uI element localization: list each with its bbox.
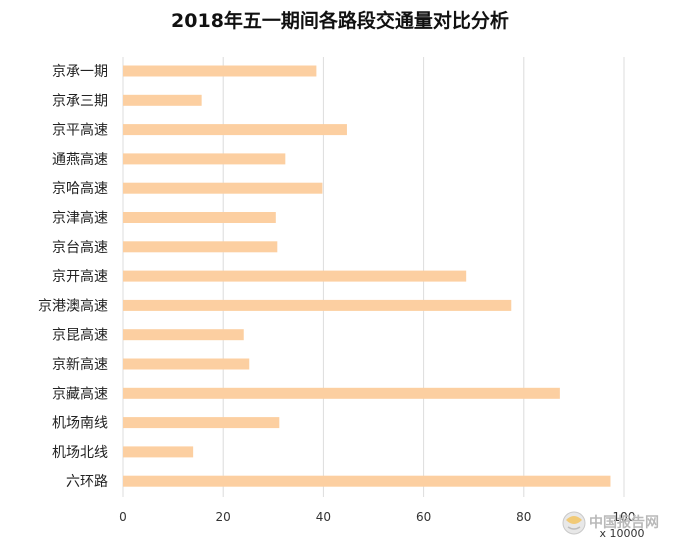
x-axis-unit: x 10000: [600, 527, 645, 540]
chart-title: 2018年五一期间各路段交通量对比分析: [171, 9, 509, 32]
watermark: 中国报告网: [562, 511, 659, 535]
category-label: 通燕高速: [52, 151, 108, 168]
bar: [123, 182, 323, 194]
bar: [123, 299, 512, 311]
category-label: 京开高速: [52, 268, 108, 285]
x-tick-label: 20: [216, 510, 231, 524]
bar: [123, 358, 250, 370]
category-label: 六环路: [66, 474, 108, 490]
bar: [123, 387, 560, 399]
x-tick-label: 60: [416, 510, 431, 524]
bar: [123, 475, 611, 487]
category-label: 京港澳高速: [38, 297, 108, 314]
bar: [123, 65, 317, 77]
category-label: 京台高速: [52, 239, 108, 256]
watermark-text: 中国报告网: [589, 514, 659, 531]
category-labels: 京承一期京承三期京平高速通燕高速京哈高速京津高速京台高速京开高速京港澳高速京昆高…: [38, 64, 108, 490]
category-label: 京昆高速: [52, 327, 108, 344]
x-tick-label: 40: [316, 510, 331, 524]
category-label: 机场北线: [52, 445, 108, 461]
bars: [123, 65, 611, 487]
bar: [123, 212, 276, 223]
category-label: 京藏高速: [52, 385, 108, 402]
bar: [123, 241, 278, 253]
x-tick-labels: 0 20 40 60 80 100: [119, 510, 635, 524]
bar: [123, 329, 244, 341]
x-tick-label: 0: [119, 510, 127, 524]
bar: [123, 446, 194, 458]
category-label: 京津高速: [52, 210, 108, 227]
category-label: 京哈高速: [52, 180, 108, 197]
category-label: 京承一期: [52, 64, 108, 80]
bar: [123, 94, 202, 106]
category-label: 机场南线: [52, 416, 108, 432]
category-label: 京平高速: [52, 122, 108, 139]
category-label: 京新高速: [52, 356, 108, 373]
bar: [123, 153, 286, 165]
category-label: 京承三期: [52, 93, 108, 109]
bar: [123, 124, 347, 136]
x-tick-label: 80: [516, 510, 531, 524]
bar: [123, 417, 280, 429]
bar: [123, 270, 467, 282]
x-tick-label: 100: [613, 510, 636, 524]
globe-logo-icon: [562, 511, 586, 535]
